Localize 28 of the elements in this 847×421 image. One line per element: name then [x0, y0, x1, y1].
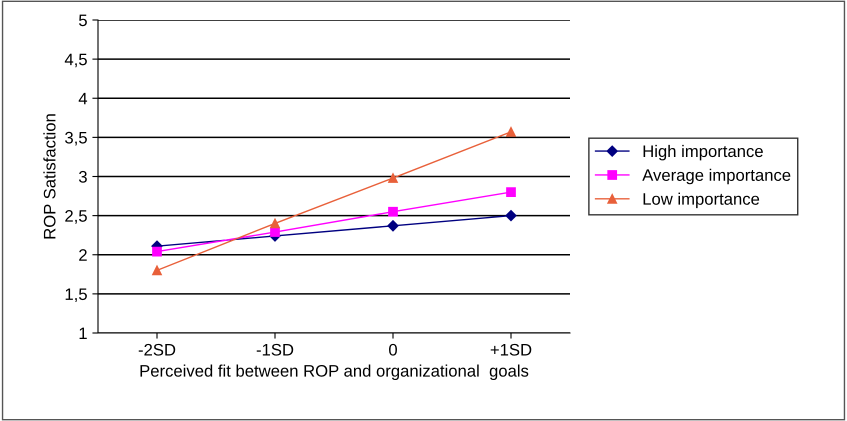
y-tick-label: 1,5 — [66, 288, 87, 302]
y-tick-label: 3,5 — [65, 132, 87, 146]
y-axis-title: ROP Satisfaction — [43, 114, 56, 238]
y-tick-label: 4,5 — [64, 54, 87, 68]
point — [152, 266, 162, 276]
y-tick-label: 2 — [79, 249, 87, 261]
legend-label: High importance — [644, 144, 763, 160]
legend-label: Average importance — [642, 168, 790, 184]
point — [506, 127, 516, 137]
x-tick-label: -2SD — [138, 344, 176, 356]
x-axis-title: Perceived fit between ROP and organizational goals — [140, 364, 528, 380]
x-tick-label: +1SD — [490, 344, 532, 356]
y-tick-label: 1 — [80, 328, 87, 340]
x-tick-label: -1SD — [256, 344, 294, 356]
y-tick-label: 2,5 — [65, 210, 87, 224]
point — [505, 210, 517, 222]
point — [387, 220, 399, 232]
y-tick-label: 3 — [78, 170, 87, 183]
point — [388, 173, 398, 183]
legend-label: Low importance — [644, 192, 760, 208]
point — [388, 206, 398, 217]
x-tick-label: 0 — [389, 344, 397, 356]
y-tick-label: 4 — [78, 92, 88, 104]
y-tick-label: 5 — [78, 14, 87, 26]
point — [506, 187, 516, 198]
point — [270, 227, 280, 237]
point — [152, 246, 162, 256]
point — [270, 218, 280, 228]
